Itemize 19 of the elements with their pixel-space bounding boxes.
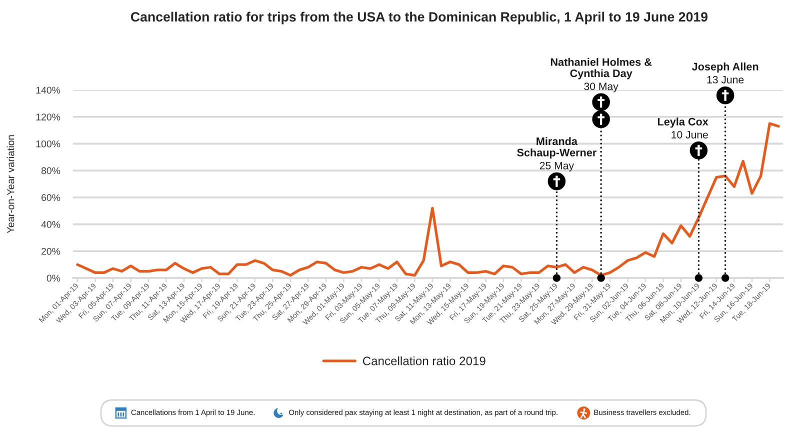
y-axis-title: Year-on-Year variation bbox=[6, 135, 14, 234]
ref-line-label: Nathaniel Holmes & Cynthia Day bbox=[550, 58, 652, 80]
y-tick-label: 60% bbox=[42, 194, 60, 202]
y-tick-label: 0% bbox=[46, 274, 60, 282]
chart-title: Cancellation ratio for trips from the USA to the Dominican Republic, 1 April to 19 June 2019 bbox=[130, 12, 708, 24]
y-tick-label: 100% bbox=[36, 140, 60, 148]
annotation: 13 June bbox=[707, 76, 744, 84]
annotation: 30 May bbox=[584, 82, 618, 92]
legend-label: Cancellation ratio 2019 bbox=[362, 356, 486, 366]
ref-line-label: Leyla Cox bbox=[658, 118, 708, 128]
y-tick-label: 20% bbox=[42, 248, 60, 255]
ref-line-label: Miranda Schaup-Werner bbox=[517, 137, 596, 159]
annotation: 25 May bbox=[540, 162, 574, 172]
annotation: 10 June bbox=[672, 131, 708, 138]
y-tick-label: 40% bbox=[41, 221, 60, 228]
ref-line-label: Joseph Allen bbox=[692, 62, 758, 73]
y-tick-label: 80% bbox=[41, 167, 60, 174]
y-tick-label: 140% bbox=[36, 86, 60, 94]
y-tick-label: 120% bbox=[36, 114, 60, 120]
